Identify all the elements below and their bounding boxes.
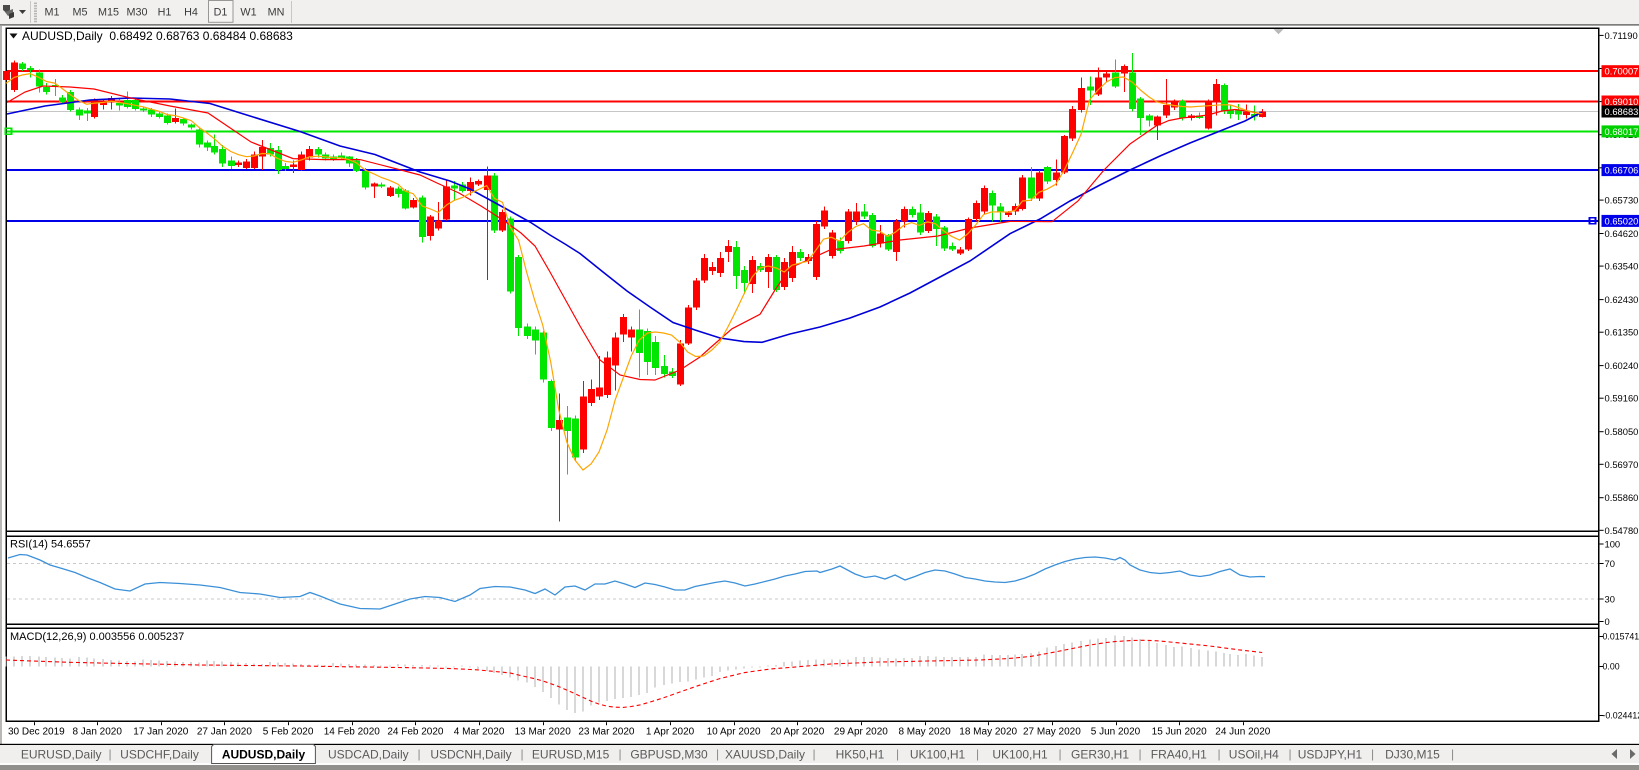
svg-text:H1: H1 (158, 7, 172, 19)
svg-text:0.58050: 0.58050 (1605, 426, 1639, 437)
svg-text:USDCNH,Daily: USDCNH,Daily (430, 748, 511, 762)
svg-text:M15: M15 (98, 7, 119, 19)
svg-text:UK100,H1: UK100,H1 (910, 748, 966, 762)
svg-text:0.59160: 0.59160 (1605, 393, 1639, 404)
svg-text:0.65730: 0.65730 (1605, 195, 1639, 206)
svg-text:HK50,H1: HK50,H1 (836, 748, 885, 762)
svg-text:0.65020: 0.65020 (1605, 215, 1639, 226)
svg-text:23 Mar 2020: 23 Mar 2020 (578, 727, 635, 738)
svg-text:30 Dec 2019: 30 Dec 2019 (8, 727, 65, 738)
svg-text:|: | (108, 747, 111, 761)
svg-text:M5: M5 (73, 7, 88, 19)
svg-text:0.71190: 0.71190 (1605, 30, 1638, 41)
svg-text:14 Feb 2020: 14 Feb 2020 (324, 727, 381, 738)
svg-text:0.63540: 0.63540 (1605, 261, 1639, 272)
svg-text:FRA40,H1: FRA40,H1 (1151, 748, 1207, 762)
svg-text:0.68683: 0.68683 (1605, 106, 1639, 117)
svg-text:W1: W1 (240, 7, 256, 19)
svg-text:24 Jun 2020: 24 Jun 2020 (1215, 727, 1270, 738)
svg-text:10 Apr 2020: 10 Apr 2020 (707, 727, 761, 738)
svg-text:|: | (812, 747, 815, 761)
svg-text:0.70007: 0.70007 (1605, 66, 1639, 77)
svg-text:0: 0 (1605, 616, 1610, 627)
svg-text:0.56970: 0.56970 (1605, 459, 1639, 470)
svg-text:UK100,H1: UK100,H1 (992, 748, 1048, 762)
svg-text:18 May 2020: 18 May 2020 (959, 727, 1017, 738)
svg-text:|: | (896, 747, 899, 761)
svg-text:EURUSD,Daily: EURUSD,Daily (21, 748, 102, 762)
svg-text:70: 70 (1605, 558, 1615, 569)
svg-text:0.66706: 0.66706 (1605, 165, 1639, 176)
svg-text:|: | (618, 747, 621, 761)
svg-text:5 Jun 2020: 5 Jun 2020 (1091, 727, 1141, 738)
svg-text:24 Feb 2020: 24 Feb 2020 (387, 727, 444, 738)
svg-text:D1: D1 (214, 7, 228, 19)
svg-text:8 Jan 2020: 8 Jan 2020 (72, 727, 122, 738)
svg-text:4 Mar 2020: 4 Mar 2020 (454, 727, 505, 738)
svg-text:0.68017: 0.68017 (1605, 126, 1639, 137)
svg-text:5 Feb 2020: 5 Feb 2020 (263, 727, 314, 738)
svg-text:RSI(14) 54.6557: RSI(14) 54.6557 (10, 539, 91, 551)
svg-text:0.62430: 0.62430 (1605, 294, 1639, 305)
svg-text:USDCHF,Daily: USDCHF,Daily (120, 748, 199, 762)
svg-text:|: | (1058, 747, 1061, 761)
svg-text:0.015741: 0.015741 (1603, 632, 1639, 642)
svg-text:|: | (1371, 747, 1374, 761)
svg-text:XAUUSD,Daily: XAUUSD,Daily (725, 748, 805, 762)
svg-text:100: 100 (1605, 539, 1621, 550)
svg-text:1 Apr 2020: 1 Apr 2020 (646, 727, 695, 738)
svg-text:0.69010: 0.69010 (1605, 96, 1639, 107)
svg-text:GBPUSD,M30: GBPUSD,M30 (630, 748, 708, 762)
svg-text:13 Mar 2020: 13 Mar 2020 (515, 727, 572, 738)
svg-text:-0.024412: -0.024412 (1603, 711, 1639, 721)
svg-text:0.54780: 0.54780 (1605, 525, 1639, 536)
svg-text:AUDUSD,Daily: AUDUSD,Daily (222, 748, 306, 762)
svg-text:|: | (417, 747, 420, 761)
svg-text:20 Apr 2020: 20 Apr 2020 (770, 727, 824, 738)
svg-text:|: | (1451, 747, 1454, 761)
svg-text:27 Jan 2020: 27 Jan 2020 (197, 727, 252, 738)
svg-text:GER30,H1: GER30,H1 (1071, 748, 1129, 762)
svg-text:DJ30,M15: DJ30,M15 (1385, 748, 1440, 762)
svg-text:8 May 2020: 8 May 2020 (898, 727, 951, 738)
svg-text:MACD(12,26,9) 0.003556 0.00523: MACD(12,26,9) 0.003556 0.005237 (10, 631, 184, 643)
svg-text:29 Apr 2020: 29 Apr 2020 (834, 727, 888, 738)
svg-text:EURUSD,M15: EURUSD,M15 (532, 748, 610, 762)
svg-text:0.61350: 0.61350 (1605, 327, 1639, 338)
svg-text:USDCAD,Daily: USDCAD,Daily (328, 748, 409, 762)
svg-text:0.64620: 0.64620 (1605, 228, 1639, 239)
svg-text:15 Jun 2020: 15 Jun 2020 (1152, 727, 1207, 738)
svg-text:0.55860: 0.55860 (1605, 492, 1639, 503)
svg-text:USOil,H4: USOil,H4 (1229, 748, 1279, 762)
svg-text:|: | (1217, 747, 1220, 761)
svg-text:USDJPY,H1: USDJPY,H1 (1298, 748, 1363, 762)
svg-text:|: | (716, 747, 719, 761)
svg-text:0.60240: 0.60240 (1605, 360, 1639, 371)
svg-text:|: | (1138, 747, 1141, 761)
svg-text:27 May 2020: 27 May 2020 (1023, 727, 1081, 738)
svg-text:M1: M1 (45, 7, 60, 19)
svg-text:0.00: 0.00 (1603, 662, 1620, 672)
svg-text:|: | (976, 747, 979, 761)
svg-text:|: | (520, 747, 523, 761)
svg-text:AUDUSD,Daily 0.68492 0.68763: AUDUSD,Daily 0.68492 0.68763 0.68484 0.6… (22, 29, 293, 43)
svg-text:17 Jan 2020: 17 Jan 2020 (133, 727, 188, 738)
svg-text:H4: H4 (184, 7, 198, 19)
svg-text:|: | (1288, 747, 1291, 761)
svg-text:M30: M30 (126, 7, 147, 19)
svg-text:MN: MN (268, 7, 285, 19)
svg-text:30: 30 (1605, 594, 1615, 605)
